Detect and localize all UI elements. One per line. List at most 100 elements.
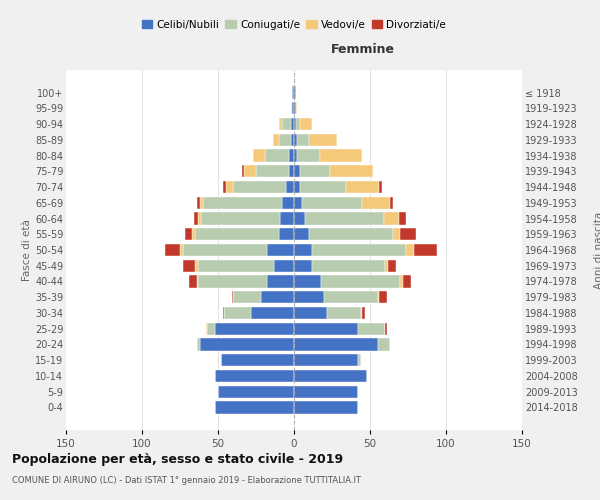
Bar xyxy=(197,196,200,209)
Bar xyxy=(289,165,294,177)
Bar xyxy=(280,212,294,224)
Bar xyxy=(379,181,382,193)
Bar xyxy=(292,86,294,99)
Bar xyxy=(294,228,309,240)
Bar xyxy=(200,196,203,209)
Bar xyxy=(192,228,195,240)
Bar xyxy=(322,276,400,287)
Bar xyxy=(289,150,294,162)
Y-axis label: Anni di nascita: Anni di nascita xyxy=(594,212,600,288)
Bar xyxy=(294,386,358,398)
Bar xyxy=(399,212,406,224)
Bar xyxy=(294,212,305,224)
Bar xyxy=(294,291,325,304)
Bar xyxy=(294,260,312,272)
Bar xyxy=(294,354,358,366)
Bar xyxy=(183,260,195,272)
Bar xyxy=(393,228,400,240)
Bar xyxy=(406,244,414,256)
Bar xyxy=(253,150,265,162)
Bar xyxy=(208,322,215,335)
Bar xyxy=(233,291,260,304)
Bar xyxy=(320,150,362,162)
Bar xyxy=(273,134,279,146)
Bar xyxy=(215,370,294,382)
Bar xyxy=(309,228,393,240)
Bar xyxy=(362,196,390,209)
Bar xyxy=(279,228,294,240)
Bar xyxy=(294,165,300,177)
Bar xyxy=(294,370,367,382)
Bar xyxy=(388,260,396,272)
Bar xyxy=(294,322,358,335)
Bar xyxy=(224,307,251,319)
Bar xyxy=(400,228,416,240)
Bar xyxy=(296,102,297,115)
Bar xyxy=(183,244,266,256)
Bar xyxy=(232,291,233,304)
Bar xyxy=(291,134,294,146)
Bar xyxy=(266,276,294,287)
Bar xyxy=(233,181,286,193)
Bar xyxy=(279,118,282,130)
Text: Femmine: Femmine xyxy=(331,42,394,56)
Bar xyxy=(358,322,385,335)
Y-axis label: Fasce di età: Fasce di età xyxy=(22,219,32,281)
Bar xyxy=(294,134,297,146)
Bar xyxy=(300,118,312,130)
Bar xyxy=(400,276,403,287)
Bar xyxy=(294,102,296,115)
Bar xyxy=(197,276,198,287)
Bar xyxy=(215,322,294,335)
Bar xyxy=(377,291,379,304)
Bar xyxy=(215,402,294,413)
Bar xyxy=(198,212,201,224)
Bar xyxy=(256,165,289,177)
Bar xyxy=(312,260,385,272)
Bar xyxy=(385,260,388,272)
Bar xyxy=(414,244,437,256)
Bar xyxy=(294,86,296,99)
Bar xyxy=(403,276,411,287)
Bar xyxy=(195,260,198,272)
Bar xyxy=(361,307,362,319)
Bar xyxy=(377,338,390,350)
Bar xyxy=(296,118,300,130)
Bar xyxy=(198,260,274,272)
Bar xyxy=(223,307,224,319)
Legend: Celibi/Nubili, Coniugati/e, Vedovi/e, Divorziati/e: Celibi/Nubili, Coniugati/e, Vedovi/e, Di… xyxy=(140,18,448,32)
Bar xyxy=(244,165,256,177)
Bar xyxy=(294,181,300,193)
Bar xyxy=(331,165,373,177)
Text: Popolazione per età, sesso e stato civile - 2019: Popolazione per età, sesso e stato civil… xyxy=(12,452,343,466)
Bar xyxy=(379,291,387,304)
Bar xyxy=(203,196,282,209)
Bar xyxy=(165,244,180,256)
Bar xyxy=(279,134,291,146)
Bar xyxy=(328,307,361,319)
Bar xyxy=(221,354,294,366)
Bar xyxy=(297,150,320,162)
Bar xyxy=(294,402,358,413)
Bar xyxy=(185,228,192,240)
Text: COMUNE DI AIRUNO (LC) - Dati ISTAT 1° gennaio 2019 - Elaborazione TUTTITALIA.IT: COMUNE DI AIRUNO (LC) - Dati ISTAT 1° ge… xyxy=(12,476,361,485)
Bar xyxy=(297,134,309,146)
Bar xyxy=(309,134,337,146)
Bar xyxy=(198,276,266,287)
Bar xyxy=(346,181,379,193)
Bar xyxy=(294,118,296,130)
Bar xyxy=(201,212,280,224)
Bar xyxy=(223,181,226,193)
Bar xyxy=(385,322,387,335)
Bar xyxy=(266,244,294,256)
Bar xyxy=(294,338,377,350)
Bar xyxy=(358,354,361,366)
Bar xyxy=(265,150,289,162)
Bar xyxy=(200,338,294,350)
Bar xyxy=(195,228,279,240)
Bar xyxy=(305,212,383,224)
Bar xyxy=(294,307,328,319)
Bar xyxy=(242,165,244,177)
Bar xyxy=(180,244,183,256)
Bar xyxy=(286,181,294,193)
